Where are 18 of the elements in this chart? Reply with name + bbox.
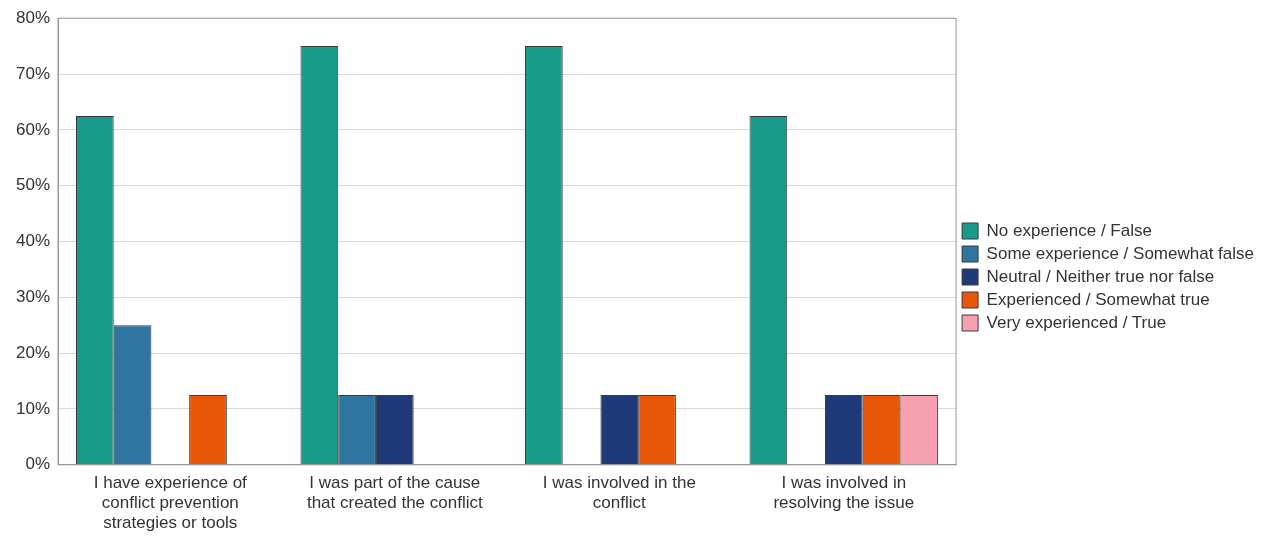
y-tick-label: 40% bbox=[15, 231, 51, 251]
legend-label: No experience / False bbox=[986, 220, 1152, 240]
y-tick-label: 0% bbox=[25, 454, 51, 474]
x-tick-label: I was involved in the conflict bbox=[542, 472, 696, 513]
y-tick-label: 50% bbox=[15, 175, 51, 195]
y-tick-label: 80% bbox=[15, 7, 51, 27]
x-tick-label: I was involved in resolving the issue bbox=[773, 472, 915, 513]
y-tick-label: 60% bbox=[15, 119, 51, 139]
x-tick-label: I have experience of conflict prevention strategies or tools bbox=[93, 472, 248, 533]
y-tick-label: 10% bbox=[15, 398, 51, 418]
x-tick-label: I was part of the cause that created the conflict bbox=[306, 472, 483, 513]
legend-label: Some experience / Somewhat false bbox=[986, 243, 1254, 263]
legend-label: Very experienced / True bbox=[986, 312, 1167, 332]
y-tick-label: 70% bbox=[15, 63, 51, 83]
y-tick-label: 20% bbox=[15, 342, 51, 362]
y-tick-label: 30% bbox=[15, 287, 51, 307]
legend-label: Neutral / Neither true nor false bbox=[986, 266, 1215, 286]
legend-label: Experienced / Somewhat true bbox=[986, 289, 1210, 309]
